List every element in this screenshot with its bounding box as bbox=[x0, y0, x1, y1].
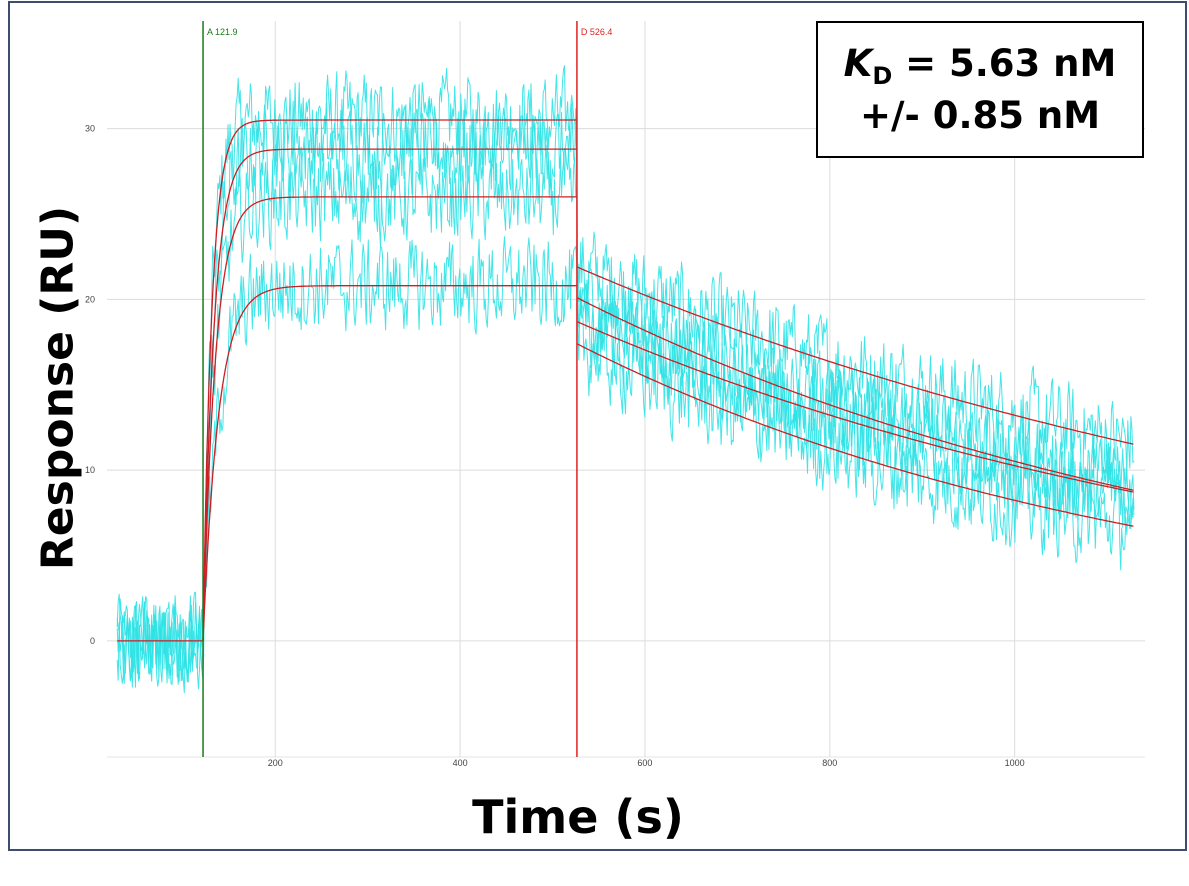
injection-marker-label: A 121.9 bbox=[207, 27, 238, 37]
y-tick-label: 30 bbox=[85, 124, 95, 134]
fit-curves bbox=[117, 119, 1134, 642]
kd-error: +/- 0.85 nM bbox=[859, 93, 1101, 137]
kd-symbol: K bbox=[843, 41, 873, 85]
association-fit-curve bbox=[202, 285, 577, 641]
sensorgram-trace bbox=[116, 144, 1135, 690]
x-tick-label: 800 bbox=[822, 758, 837, 768]
y-tick-label: 10 bbox=[85, 465, 95, 475]
y-tick-label: 0 bbox=[90, 636, 95, 646]
injection-marker-label: D 526.4 bbox=[581, 27, 613, 37]
dissociation-fit-curve bbox=[576, 266, 1134, 445]
kd-line: KD = 5.63 nM bbox=[844, 38, 1117, 90]
association-fit-curve bbox=[202, 196, 577, 641]
sensorgram-trace bbox=[116, 94, 1135, 688]
x-tick-label: 600 bbox=[637, 758, 652, 768]
sensorgram-trace bbox=[116, 236, 1135, 694]
x-tick-label: 400 bbox=[453, 758, 468, 768]
kd-value: = 5.63 nM bbox=[905, 41, 1117, 85]
y-tick-label: 20 bbox=[85, 294, 95, 304]
kd-annotation-box: KD = 5.63 nM +/- 0.85 nM bbox=[816, 21, 1144, 158]
sensorgram-trace bbox=[116, 65, 1135, 683]
tick-labels: 0 10 20 30 200 400 600 800 1000 bbox=[85, 124, 1025, 768]
x-tick-label: 1000 bbox=[1005, 758, 1025, 768]
sensorgram-traces bbox=[116, 65, 1135, 694]
y-axis-title: Response (RU) bbox=[32, 205, 84, 571]
x-axis-title: Time (s) bbox=[472, 790, 684, 844]
dissociation-fit-curve bbox=[576, 321, 1134, 493]
association-fit-curve bbox=[202, 119, 577, 641]
association-fit-curve bbox=[202, 148, 577, 641]
kd-subscript: D bbox=[872, 61, 893, 90]
x-tick-label: 200 bbox=[268, 758, 283, 768]
dissociation-fit-curve bbox=[576, 343, 1134, 527]
dissociation-fit-curve bbox=[576, 297, 1134, 491]
injection-markers: A 121.9 D 526.4 bbox=[202, 21, 613, 757]
